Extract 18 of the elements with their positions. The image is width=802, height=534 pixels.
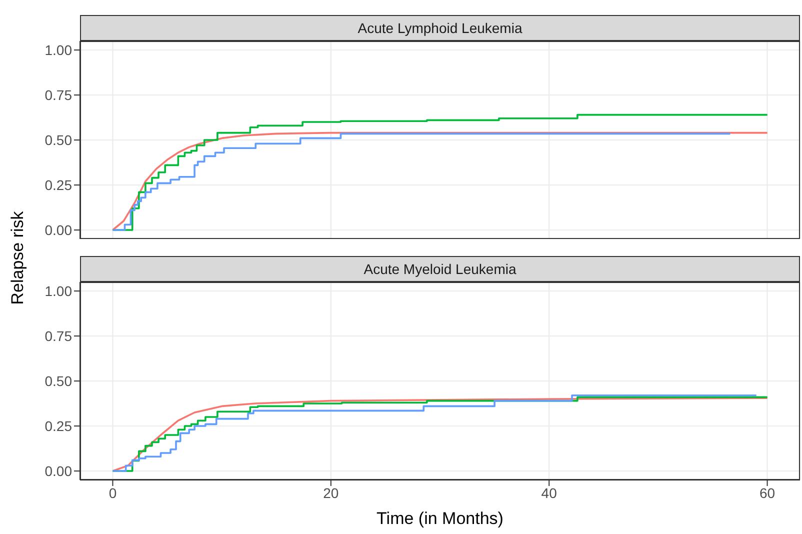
x-tick-label: 60 [759,484,776,501]
x-axis-title: Time (in Months) [376,509,504,528]
chart-title: Acute Lymphoid Leukemia [358,20,522,36]
x-tick-label: 40 [541,484,558,501]
y-tick-label: 0.50 [44,132,72,148]
y-tick-label: 1.00 [44,42,72,58]
y-tick-label: 0.25 [44,418,72,434]
y-tick-label: 0.25 [44,176,72,193]
y-tick-label: 0.75 [44,86,72,103]
y-tick-label: 0.75 [44,328,72,344]
y-tick-label: 0.00 [44,462,72,479]
x-tick-label: 0 [108,484,117,501]
y-tick-label: 0.50 [44,372,72,389]
x-tick-label: 20 [323,484,339,501]
chart-title: Acute Myeloid Leukemia [364,261,516,277]
y-axis-title: Relapse risk [8,211,28,305]
y-tick-label: 0.00 [44,222,72,238]
y-tick-label: 1.00 [44,282,72,299]
